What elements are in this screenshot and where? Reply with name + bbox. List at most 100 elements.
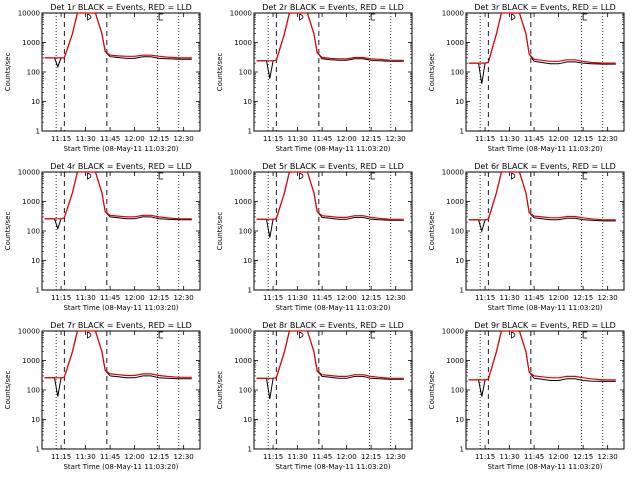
y-tick-label: 1 bbox=[36, 446, 40, 454]
x-tick-label: 12:00 bbox=[549, 294, 569, 302]
y-tick-label: 100 bbox=[451, 228, 464, 236]
x-tick-label: 12:00 bbox=[125, 135, 145, 143]
y-axis-title: Counts/sec bbox=[4, 53, 12, 92]
y-tick-label: 1 bbox=[248, 446, 252, 454]
panel-det-3r: 1 10 100 1000 10000 11:15 11:30 11:45 12:00 12:15… bbox=[428, 3, 625, 153]
y-axis-title: Counts/sec bbox=[216, 371, 224, 410]
panel-det-1r: 1 10 100 1000 10000 11:15 11:30 11:45 12:00 12:15… bbox=[4, 3, 201, 153]
x-tick-label: 11:30 bbox=[287, 294, 307, 302]
y-tick-label: 1 bbox=[248, 128, 252, 136]
panel-det-8r: 1 10 100 1000 10000 11:15 11:30 11:45 12:00 12:15… bbox=[216, 321, 413, 471]
plot-frame bbox=[41, 330, 201, 450]
x-tick-label: 12:30 bbox=[598, 294, 618, 302]
marker-d-symbol bbox=[87, 13, 92, 21]
y-axis-title: Counts/sec bbox=[4, 371, 12, 410]
x-tick-label: 11:45 bbox=[100, 135, 120, 143]
plot-frame bbox=[253, 171, 413, 291]
plot-frame bbox=[253, 12, 413, 132]
x-tick-label: 11:30 bbox=[499, 135, 519, 143]
x-tick-label: 12:30 bbox=[386, 453, 406, 461]
marker-d-symbol bbox=[511, 331, 516, 339]
events-series-line bbox=[256, 171, 404, 238]
events-series-line bbox=[256, 12, 404, 79]
x-tick-label: 12:00 bbox=[337, 135, 357, 143]
x-tick-label: 11:45 bbox=[100, 453, 120, 461]
x-tick-label: 12:00 bbox=[125, 294, 145, 302]
y-minor-ticks bbox=[466, 14, 624, 123]
y-minor-ticks bbox=[254, 173, 412, 282]
x-tick-label: 11:15 bbox=[51, 294, 71, 302]
panel-title: Det 7r BLACK = Events, RED = LLD bbox=[50, 321, 192, 330]
lld-series-line bbox=[256, 330, 404, 379]
lld-series-line bbox=[44, 12, 192, 59]
y-tick-label: 10 bbox=[31, 416, 40, 424]
x-axis-title: Start Time (08-May-11 11:03:20) bbox=[63, 145, 178, 153]
x-axis-title: Start Time (08-May-11 11:03:20) bbox=[63, 463, 178, 471]
panel-title: Det 5r BLACK = Events, RED = LLD bbox=[262, 162, 404, 171]
plot-frame bbox=[465, 330, 625, 450]
lld-series-line bbox=[468, 12, 616, 64]
events-series-line bbox=[468, 171, 616, 233]
x-tick-label: 11:30 bbox=[287, 453, 307, 461]
x-tick-label: 11:15 bbox=[263, 294, 283, 302]
marker-d-symbol bbox=[87, 172, 92, 180]
marker-d-symbol bbox=[299, 13, 304, 21]
x-tick-label: 11:15 bbox=[475, 453, 495, 461]
y-tick-label: 1 bbox=[36, 128, 40, 136]
y-tick-label: 10 bbox=[455, 98, 464, 106]
y-tick-label: 1 bbox=[248, 287, 252, 295]
marker-e-symbol bbox=[370, 331, 376, 339]
marker-d-symbol bbox=[87, 331, 92, 339]
x-tick-label: 11:30 bbox=[499, 294, 519, 302]
marker-e-symbol bbox=[158, 331, 164, 339]
y-tick-label: 1000 bbox=[234, 39, 252, 47]
x-tick-label: 12:15 bbox=[573, 135, 593, 143]
plot-frame bbox=[41, 171, 201, 291]
x-tick-label: 12:00 bbox=[549, 135, 569, 143]
panel-title: Det 8r BLACK = Events, RED = LLD bbox=[262, 321, 404, 330]
y-tick-label: 10 bbox=[31, 257, 40, 265]
x-tick-label: 11:45 bbox=[100, 294, 120, 302]
panel-title: Det 1r BLACK = Events, RED = LLD bbox=[50, 3, 192, 12]
panel-det-2r: 1 10 100 1000 10000 11:15 11:30 11:45 12:00 12:15… bbox=[216, 3, 413, 153]
marker-e-symbol bbox=[158, 172, 164, 180]
y-minor-ticks bbox=[254, 14, 412, 123]
x-tick-label: 12:15 bbox=[149, 294, 169, 302]
events-series-line bbox=[44, 12, 192, 69]
y-tick-label: 1000 bbox=[234, 357, 252, 365]
events-series-line bbox=[44, 330, 192, 397]
x-tick-label: 11:30 bbox=[499, 453, 519, 461]
plot-frame bbox=[253, 330, 413, 450]
y-tick-label: 100 bbox=[451, 69, 464, 77]
x-tick-label: 11:30 bbox=[75, 453, 95, 461]
events-series-line bbox=[468, 330, 616, 397]
marker-d-symbol bbox=[511, 172, 516, 180]
x-tick-label: 11:15 bbox=[51, 135, 71, 143]
y-tick-label: 100 bbox=[27, 228, 40, 236]
lld-series-line bbox=[44, 330, 192, 379]
plot-frame bbox=[41, 12, 201, 132]
y-tick-label: 100 bbox=[239, 228, 252, 236]
x-axis-title: Start Time (08-May-11 11:03:20) bbox=[487, 304, 602, 312]
y-tick-label: 10000 bbox=[230, 328, 252, 336]
x-tick-label: 11:30 bbox=[75, 135, 95, 143]
y-axis-title: Counts/sec bbox=[428, 53, 436, 92]
x-tick-label: 11:30 bbox=[287, 135, 307, 143]
y-tick-label: 1 bbox=[36, 287, 40, 295]
y-tick-label: 10000 bbox=[230, 169, 252, 177]
y-tick-label: 1000 bbox=[22, 198, 40, 206]
x-tick-label: 12:30 bbox=[598, 453, 618, 461]
x-tick-label: 12:15 bbox=[361, 294, 381, 302]
y-axis-title: Counts/sec bbox=[216, 212, 224, 251]
y-tick-label: 10 bbox=[243, 416, 252, 424]
y-tick-label: 10000 bbox=[18, 10, 40, 18]
y-tick-label: 100 bbox=[451, 387, 464, 395]
x-tick-label: 11:45 bbox=[524, 135, 544, 143]
y-tick-label: 1 bbox=[460, 128, 464, 136]
y-tick-label: 1000 bbox=[446, 39, 464, 47]
x-axis-title: Start Time (08-May-11 11:03:20) bbox=[63, 304, 178, 312]
y-minor-ticks bbox=[466, 332, 624, 441]
y-tick-label: 100 bbox=[239, 69, 252, 77]
y-tick-label: 10 bbox=[455, 257, 464, 265]
marker-e-symbol bbox=[370, 13, 376, 21]
